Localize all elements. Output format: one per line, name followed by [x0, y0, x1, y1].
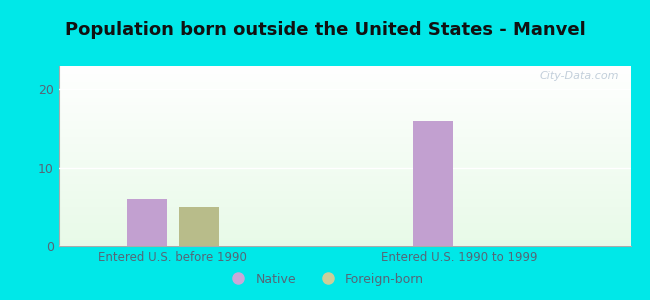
Legend: Native, Foreign-born: Native, Foreign-born	[221, 268, 429, 291]
Bar	[179, 207, 218, 246]
Text: Population born outside the United States - Manvel: Population born outside the United State…	[64, 21, 586, 39]
Text: City-Data.com: City-Data.com	[540, 71, 619, 81]
Bar	[127, 199, 167, 246]
Bar	[413, 121, 453, 246]
